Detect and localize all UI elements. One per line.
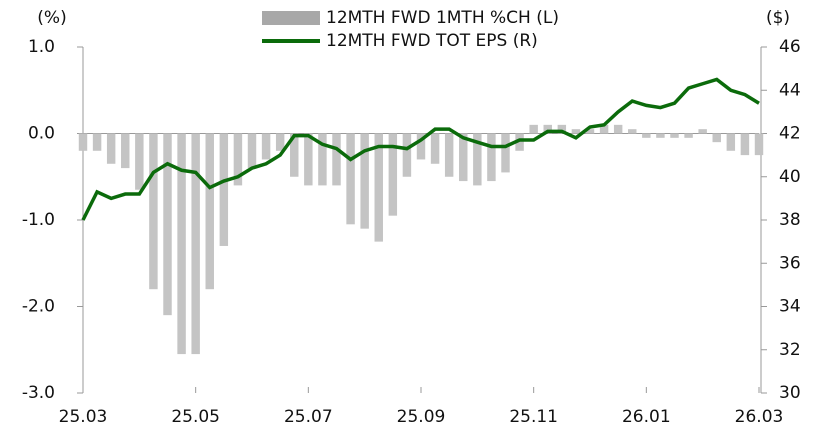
bar [332, 133, 341, 186]
y2-tick-label: 30 [779, 383, 801, 403]
bar [571, 129, 581, 134]
bar [473, 133, 482, 186]
bar [163, 133, 172, 316]
y2-tick-label: 38 [779, 210, 801, 230]
y2-tick-label: 32 [779, 340, 801, 360]
y-tick-label: -2.0 [22, 297, 55, 317]
bar [557, 124, 567, 134]
bar [318, 133, 327, 186]
y-tick-label: -3.0 [22, 383, 55, 403]
bar [444, 133, 454, 177]
bar [360, 133, 369, 229]
bar [529, 124, 538, 134]
y-tick-label: 0.0 [28, 124, 55, 144]
y-axis-title: (%) [37, 8, 66, 28]
x-tick-label: 25.03 [59, 407, 108, 427]
x-tick-label: 26.01 [622, 407, 671, 427]
bar [430, 133, 440, 164]
bar [670, 133, 679, 138]
bar [712, 133, 721, 143]
bar [290, 133, 299, 177]
bar [726, 133, 736, 151]
legend-label: 12MTH FWD TOT EPS (R) [326, 31, 538, 51]
bar [78, 133, 88, 151]
line [81, 77, 760, 221]
bar [388, 133, 398, 216]
bar [487, 133, 496, 182]
bar [177, 133, 186, 355]
bar [261, 133, 271, 160]
bar [754, 133, 764, 156]
bar [585, 129, 595, 134]
bar [501, 133, 510, 173]
bar [698, 129, 707, 134]
bar [106, 133, 116, 164]
bar [599, 124, 609, 134]
legend-label: 12MTH FWD 1MTH %CH (L) [326, 8, 559, 28]
bar [135, 133, 144, 190]
y2-tick-label: 40 [779, 167, 801, 187]
bar [304, 133, 313, 186]
bar [247, 133, 257, 169]
bar [613, 124, 623, 134]
bar [684, 133, 693, 138]
y-tick-label: -1.0 [22, 210, 55, 230]
bar [275, 133, 285, 151]
bar [92, 133, 102, 151]
y-tick-label: 1.0 [28, 37, 55, 57]
bar [121, 133, 130, 169]
bar [459, 133, 468, 182]
bar [656, 133, 665, 138]
bar [205, 133, 214, 290]
x-tick-label: 25.09 [397, 407, 446, 427]
y2-tick-label: 36 [779, 253, 801, 273]
y2-tick-label: 46 [779, 37, 801, 57]
bar [346, 133, 355, 225]
bar [402, 133, 412, 177]
x-tick-label: 26.03 [735, 407, 784, 427]
x-tick-label: 25.05 [171, 407, 220, 427]
bar [515, 133, 524, 151]
bar [219, 133, 229, 246]
x-tick-label: 25.11 [509, 407, 558, 427]
y2-tick-label: 44 [779, 80, 801, 100]
y2-tick-label: 42 [779, 124, 801, 144]
bar [149, 133, 158, 290]
bar [416, 133, 426, 160]
x-tick-label: 25.07 [284, 407, 333, 427]
bar [543, 124, 552, 134]
legend-swatch [262, 11, 320, 25]
bar [191, 133, 200, 355]
bar [740, 133, 750, 156]
y2-axis-title: ($) [766, 8, 790, 28]
y2-tick-label: 34 [779, 297, 801, 317]
bar [233, 133, 243, 186]
bar [374, 133, 383, 242]
bar [628, 129, 637, 134]
bar [642, 133, 651, 138]
